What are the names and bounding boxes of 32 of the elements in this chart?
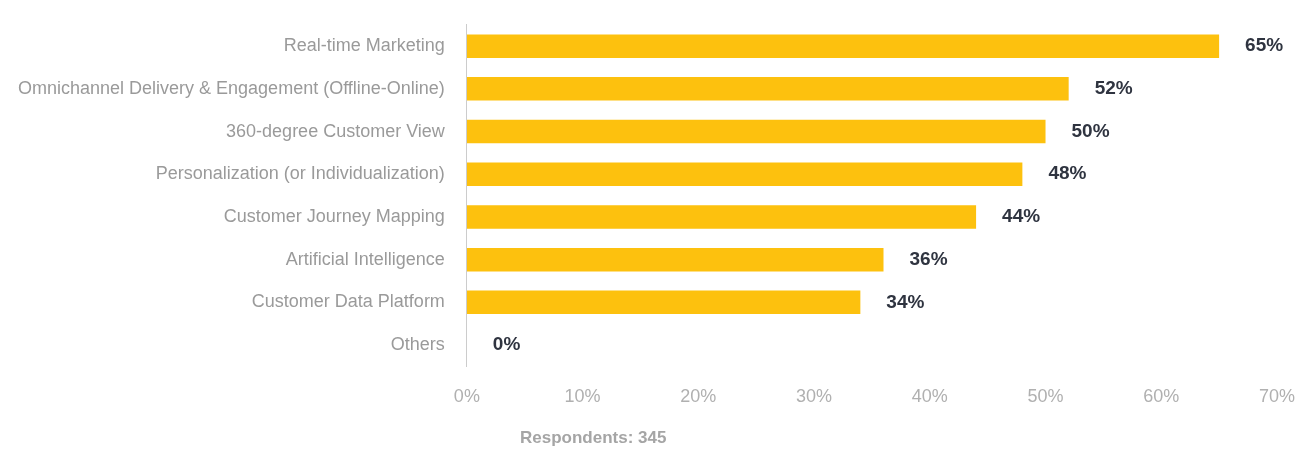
y-tick-label: Others bbox=[390, 334, 445, 355]
x-tick-label: 40% bbox=[911, 386, 948, 407]
data-label: 48% bbox=[1048, 162, 1087, 184]
y-tick-label: Customer Journey Mapping bbox=[223, 205, 445, 226]
y-tick-label: Omnichannel Delivery & Engagement (Offline-Online) bbox=[17, 77, 445, 98]
data-label: 65% bbox=[1245, 34, 1284, 56]
data-label: 0% bbox=[492, 333, 521, 355]
x-tick-label: 30% bbox=[796, 386, 833, 407]
y-tick-label: Artificial Intelligence bbox=[285, 248, 445, 269]
x-tick-label: 60% bbox=[1143, 386, 1180, 407]
y-tick-label: Real-time Marketing bbox=[283, 35, 445, 56]
data-label: 34% bbox=[886, 290, 925, 312]
bar bbox=[466, 247, 884, 272]
y-tick-label: Customer Data Platform bbox=[251, 291, 445, 312]
text: Respondents: 345 bbox=[520, 428, 667, 448]
bar bbox=[466, 162, 1023, 186]
x-tick-label: 0% bbox=[453, 386, 480, 407]
data-label: 36% bbox=[909, 247, 948, 269]
bar bbox=[466, 119, 1046, 144]
x-tick-label: 50% bbox=[1027, 386, 1064, 407]
data-label: 44% bbox=[1002, 205, 1041, 227]
bar bbox=[466, 290, 861, 315]
bar bbox=[466, 34, 1220, 58]
x-tick-label: 20% bbox=[680, 386, 717, 407]
data-label: 50% bbox=[1071, 119, 1110, 141]
x-tick-label: 10% bbox=[564, 386, 601, 407]
y-tick-label: 360-degree Customer View bbox=[226, 120, 446, 141]
data-label: 52% bbox=[1094, 77, 1133, 99]
y-tick-label: Personalization (or Individualization) bbox=[155, 163, 445, 184]
bar bbox=[466, 205, 977, 229]
x-tick-label: 70% bbox=[1258, 386, 1295, 407]
bar bbox=[466, 77, 1069, 101]
